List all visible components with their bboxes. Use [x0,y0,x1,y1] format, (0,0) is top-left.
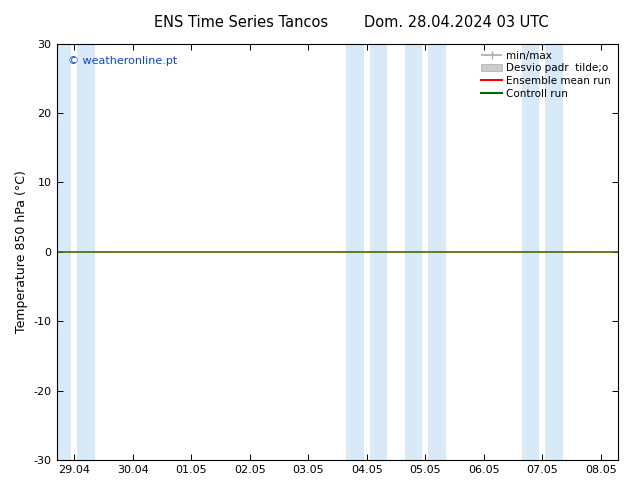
Legend: min/max, Desvio padr  tilde;o, Ensemble mean run, Controll run: min/max, Desvio padr tilde;o, Ensemble m… [477,47,616,103]
Bar [77,44,94,460]
Y-axis label: Temperature 850 hPa (°C): Temperature 850 hPa (°C) [15,171,28,333]
Bar [405,44,422,460]
Bar [346,44,364,460]
Text: © weatheronline.pt: © weatheronline.pt [68,56,177,66]
Bar [54,44,71,460]
Bar [522,44,540,460]
Bar [428,44,446,460]
Text: Dom. 28.04.2024 03 UTC: Dom. 28.04.2024 03 UTC [364,15,549,30]
Bar [545,44,563,460]
Text: ENS Time Series Tancos: ENS Time Series Tancos [154,15,328,30]
Bar [370,44,387,460]
